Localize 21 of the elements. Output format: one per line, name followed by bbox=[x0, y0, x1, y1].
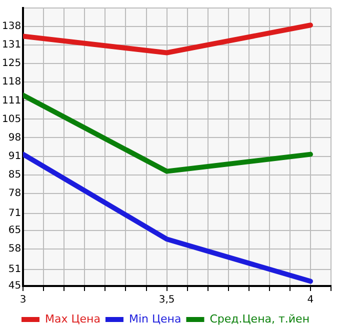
y-tick-label: 71 bbox=[8, 208, 22, 220]
y-tick-label: 65 bbox=[8, 224, 22, 236]
y-tick-label: 78 bbox=[8, 188, 22, 199]
legend-label: Сред.Цена, т.йен bbox=[210, 312, 310, 326]
legend-label: Min Цена bbox=[128, 312, 182, 326]
x-tick-label: 3 bbox=[20, 294, 26, 306]
y-tick-label: 98 bbox=[8, 132, 22, 144]
y-tick-label: 58 bbox=[8, 244, 22, 255]
y-tick-label: 91 bbox=[8, 150, 22, 162]
y-tick-label: 51 bbox=[8, 264, 22, 275]
y-tick-label: 131 bbox=[2, 40, 22, 51]
legend-label: Max Цена bbox=[44, 312, 100, 326]
y-tick-label: 105 bbox=[2, 114, 22, 125]
y-tick-label: 125 bbox=[2, 58, 22, 70]
y-tick-label: 85 bbox=[8, 169, 22, 180]
y-tick-label: 138 bbox=[2, 21, 22, 32]
x-tick-label: 4 bbox=[307, 294, 314, 306]
y-tick-label: 45 bbox=[8, 280, 22, 292]
x-tick-label: 3,5 bbox=[158, 294, 175, 306]
y-tick-label: 118 bbox=[2, 76, 22, 88]
y-tick-label: 111 bbox=[2, 95, 22, 106]
